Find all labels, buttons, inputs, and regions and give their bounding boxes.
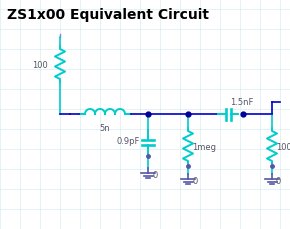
Text: 0.9pF: 0.9pF [117, 136, 140, 145]
Text: 0: 0 [192, 176, 197, 185]
Text: 100k: 100k [276, 142, 290, 151]
Text: 5n: 5n [100, 123, 110, 132]
Text: 1meg: 1meg [192, 142, 216, 151]
Text: 0: 0 [276, 176, 281, 185]
Text: 100: 100 [32, 60, 48, 69]
Text: 0: 0 [152, 170, 157, 179]
Text: 1.5nF: 1.5nF [230, 98, 253, 106]
Text: ZS1x00 Equivalent Circuit: ZS1x00 Equivalent Circuit [7, 8, 209, 22]
